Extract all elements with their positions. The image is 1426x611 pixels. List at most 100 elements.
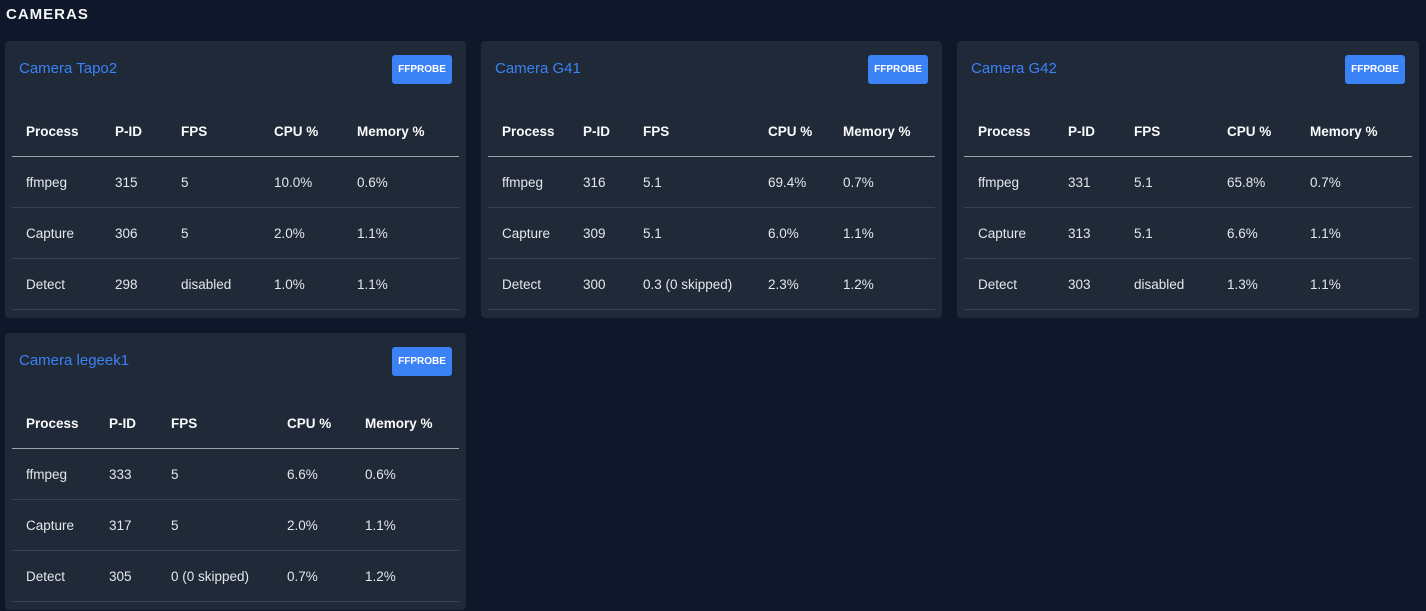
table-row: Capture 317 5 2.0% 1.1% — [12, 499, 459, 551]
column-header-pid: P-ID — [95, 398, 157, 449]
cell-pid: 298 — [101, 258, 167, 310]
cell-pid: 316 — [569, 156, 629, 208]
cell-memory: 1.2% — [829, 258, 935, 310]
cell-pid: 315 — [101, 156, 167, 208]
column-header-fps: FPS — [629, 106, 754, 157]
camera-card-legeek1: Camera legeek1 FFPROBE Process P-ID FPS … — [5, 333, 466, 610]
column-header-process: Process — [488, 106, 569, 157]
card-header: Camera G41 FFPROBE — [495, 55, 928, 85]
table-header-row: Process P-ID FPS CPU % Memory % — [12, 106, 459, 157]
cell-pid: 333 — [95, 448, 157, 500]
camera-grid: Camera Tapo2 FFPROBE Process P-ID FPS CP… — [5, 41, 1419, 610]
column-header-fps: FPS — [1120, 106, 1213, 157]
cell-cpu: 2.0% — [260, 207, 343, 259]
camera-card-g42: Camera G42 FFPROBE Process P-ID FPS CPU … — [957, 41, 1419, 318]
cell-memory: 1.1% — [1296, 258, 1412, 310]
column-header-cpu: CPU % — [273, 398, 351, 449]
table-header-row: Process P-ID FPS CPU % Memory % — [964, 106, 1412, 157]
cell-pid: 300 — [569, 258, 629, 310]
column-header-process: Process — [12, 398, 95, 449]
column-header-cpu: CPU % — [754, 106, 829, 157]
cell-fps: disabled — [1120, 258, 1213, 310]
cell-cpu: 0.7% — [273, 550, 351, 602]
ffprobe-button[interactable]: FFPROBE — [868, 55, 928, 84]
cell-cpu: 2.3% — [754, 258, 829, 310]
table-row: Capture 313 5.1 6.6% 1.1% — [964, 207, 1412, 259]
card-header: Camera G42 FFPROBE — [971, 55, 1405, 85]
cell-cpu: 6.0% — [754, 207, 829, 259]
ffprobe-button[interactable]: FFPROBE — [392, 347, 452, 376]
cell-fps: 5 — [167, 207, 260, 259]
cell-memory: 1.1% — [829, 207, 935, 259]
cell-fps: 5 — [167, 156, 260, 208]
card-header: Camera Tapo2 FFPROBE — [19, 55, 452, 85]
table-row: ffmpeg 333 5 6.6% 0.6% — [12, 448, 459, 500]
cell-fps: 5.1 — [1120, 207, 1213, 259]
cell-pid: 303 — [1054, 258, 1120, 310]
table-row: ffmpeg 316 5.1 69.4% 0.7% — [488, 156, 935, 208]
cell-memory: 1.2% — [351, 550, 459, 602]
camera-card-tapo2: Camera Tapo2 FFPROBE Process P-ID FPS CP… — [5, 41, 466, 318]
table-header-row: Process P-ID FPS CPU % Memory % — [12, 398, 459, 449]
cell-fps: 5.1 — [629, 207, 754, 259]
cell-pid: 331 — [1054, 156, 1120, 208]
cell-cpu: 6.6% — [273, 448, 351, 500]
cell-process: Capture — [488, 207, 569, 259]
column-header-cpu: CPU % — [1213, 106, 1296, 157]
table-row: Capture 306 5 2.0% 1.1% — [12, 207, 459, 259]
cell-memory: 1.1% — [343, 258, 459, 310]
column-header-memory: Memory % — [351, 398, 459, 449]
column-header-fps: FPS — [157, 398, 273, 449]
table-row: Capture 309 5.1 6.0% 1.1% — [488, 207, 935, 259]
camera-title-link[interactable]: Camera legeek1 — [19, 352, 130, 369]
cell-memory: 1.1% — [343, 207, 459, 259]
cell-cpu: 1.3% — [1213, 258, 1296, 310]
cell-cpu: 69.4% — [754, 156, 829, 208]
column-header-fps: FPS — [167, 106, 260, 157]
cell-process: Capture — [12, 499, 95, 551]
cell-pid: 306 — [101, 207, 167, 259]
process-table: Process P-ID FPS CPU % Memory % ffmpeg 3… — [964, 106, 1412, 310]
table-row: Detect 305 0 (0 skipped) 0.7% 1.2% — [12, 550, 459, 602]
cell-process: ffmpeg — [12, 448, 95, 500]
table-header-row: Process P-ID FPS CPU % Memory % — [488, 106, 935, 157]
column-header-pid: P-ID — [101, 106, 167, 157]
process-table: Process P-ID FPS CPU % Memory % ffmpeg 3… — [12, 106, 459, 310]
table-row: Detect 300 0.3 (0 skipped) 2.3% 1.2% — [488, 258, 935, 310]
process-table: Process P-ID FPS CPU % Memory % ffmpeg 3… — [488, 106, 935, 310]
cell-memory: 0.6% — [343, 156, 459, 208]
cell-cpu: 2.0% — [273, 499, 351, 551]
column-header-pid: P-ID — [1054, 106, 1120, 157]
cell-fps: 5 — [157, 499, 273, 551]
cell-fps: 0 (0 skipped) — [157, 550, 273, 602]
table-row: ffmpeg 331 5.1 65.8% 0.7% — [964, 156, 1412, 208]
camera-title-link[interactable]: Camera G42 — [971, 60, 1057, 77]
cell-fps: 0.3 (0 skipped) — [629, 258, 754, 310]
cell-fps: 5.1 — [1120, 156, 1213, 208]
camera-title-link[interactable]: Camera G41 — [495, 60, 581, 77]
cell-pid: 313 — [1054, 207, 1120, 259]
table-row: Detect 298 disabled 1.0% 1.1% — [12, 258, 459, 310]
cell-fps: 5.1 — [629, 156, 754, 208]
ffprobe-button[interactable]: FFPROBE — [1345, 55, 1405, 84]
cell-process: Capture — [12, 207, 101, 259]
cell-process: ffmpeg — [12, 156, 101, 208]
cell-process: ffmpeg — [964, 156, 1054, 208]
column-header-memory: Memory % — [343, 106, 459, 157]
card-header: Camera legeek1 FFPROBE — [19, 347, 452, 377]
cell-memory: 1.1% — [351, 499, 459, 551]
ffprobe-button[interactable]: FFPROBE — [392, 55, 452, 84]
process-table: Process P-ID FPS CPU % Memory % ffmpeg 3… — [12, 398, 459, 602]
cell-fps: disabled — [167, 258, 260, 310]
table-row: Detect 303 disabled 1.3% 1.1% — [964, 258, 1412, 310]
cell-cpu: 1.0% — [260, 258, 343, 310]
table-row: ffmpeg 315 5 10.0% 0.6% — [12, 156, 459, 208]
column-header-pid: P-ID — [569, 106, 629, 157]
cell-cpu: 65.8% — [1213, 156, 1296, 208]
cell-memory: 1.1% — [1296, 207, 1412, 259]
column-header-process: Process — [12, 106, 101, 157]
camera-title-link[interactable]: Camera Tapo2 — [19, 60, 118, 77]
cell-memory: 0.7% — [829, 156, 935, 208]
cell-process: Detect — [488, 258, 569, 310]
column-header-cpu: CPU % — [260, 106, 343, 157]
